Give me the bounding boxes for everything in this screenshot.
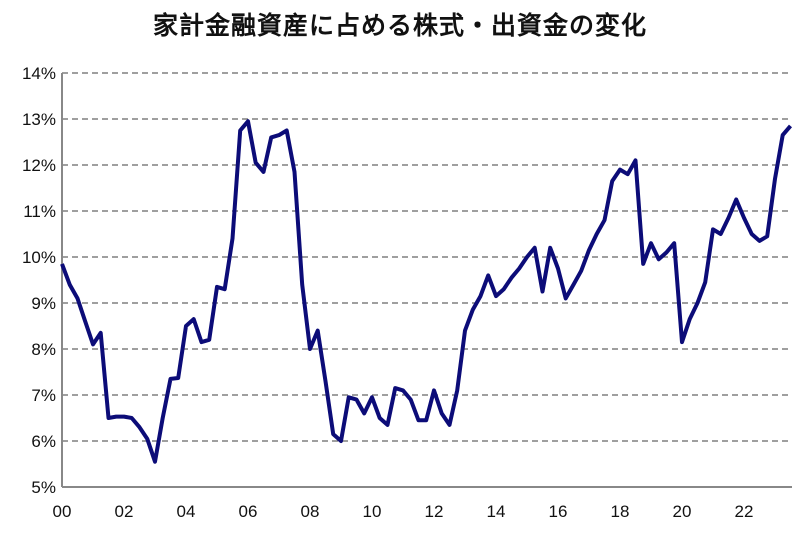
x-tick-label: 00: [53, 502, 72, 521]
y-tick-label: 11%: [23, 202, 56, 221]
x-tick-label: 12: [425, 502, 444, 521]
y-tick-label: 12%: [22, 156, 56, 175]
y-tick-label: 13%: [22, 110, 56, 129]
x-tick-label: 02: [115, 502, 134, 521]
y-tick-label: 14%: [22, 64, 56, 83]
x-tick-label: 10: [363, 502, 382, 521]
y-tick-label: 10%: [22, 248, 56, 267]
x-tick-label: 06: [239, 502, 258, 521]
x-tick-label: 22: [734, 502, 753, 521]
y-tick-label: 6%: [31, 432, 56, 451]
y-tick-label: 7%: [31, 386, 56, 405]
x-tick-label: 20: [672, 502, 691, 521]
y-tick-label: 9%: [31, 294, 56, 313]
x-tick-label: 04: [177, 502, 196, 521]
x-tick-label: 14: [487, 502, 506, 521]
x-tick-label: 16: [549, 502, 568, 521]
y-tick-label: 5%: [31, 478, 56, 497]
x-tick-label: 08: [301, 502, 320, 521]
x-tick-label: 18: [611, 502, 630, 521]
chart-title: 家計金融資産に占める株式・出資金の変化: [152, 11, 647, 40]
series-line: [60, 119, 793, 464]
y-tick-label: 8%: [31, 340, 56, 359]
